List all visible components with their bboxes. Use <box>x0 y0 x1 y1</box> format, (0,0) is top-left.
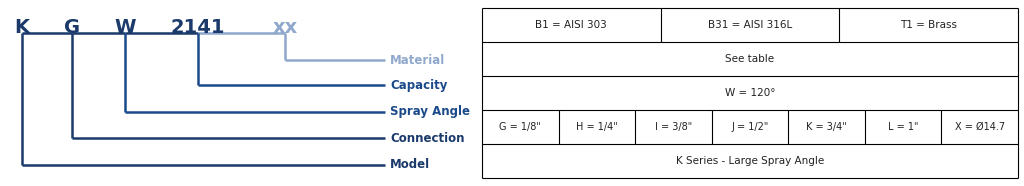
Text: W = 120°: W = 120° <box>725 88 775 98</box>
Text: Capacity: Capacity <box>390 78 447 92</box>
Text: K Series - Large Spray Angle: K Series - Large Spray Angle <box>676 156 824 166</box>
Text: X = Ø14.7: X = Ø14.7 <box>954 122 1005 132</box>
Text: G = 1/8": G = 1/8" <box>500 122 542 132</box>
Text: 2141: 2141 <box>171 18 225 37</box>
Text: Connection: Connection <box>390 132 465 145</box>
Text: T1 = Brass: T1 = Brass <box>900 20 957 30</box>
Text: Spray Angle: Spray Angle <box>390 105 470 118</box>
Text: K = 3/4": K = 3/4" <box>806 122 847 132</box>
Text: L = 1": L = 1" <box>888 122 919 132</box>
Text: Material: Material <box>390 54 445 67</box>
Text: xx: xx <box>272 18 298 37</box>
Text: K: K <box>14 18 30 37</box>
Text: G: G <box>63 18 80 37</box>
Text: B31 = AISI 316L: B31 = AISI 316L <box>708 20 793 30</box>
Text: I = 3/8": I = 3/8" <box>654 122 692 132</box>
Text: H = 1/4": H = 1/4" <box>575 122 617 132</box>
Text: B1 = AISI 303: B1 = AISI 303 <box>536 20 607 30</box>
Text: Model: Model <box>390 158 430 171</box>
Text: J = 1/2": J = 1/2" <box>731 122 769 132</box>
Text: W: W <box>115 18 136 37</box>
Text: See table: See table <box>725 54 774 64</box>
